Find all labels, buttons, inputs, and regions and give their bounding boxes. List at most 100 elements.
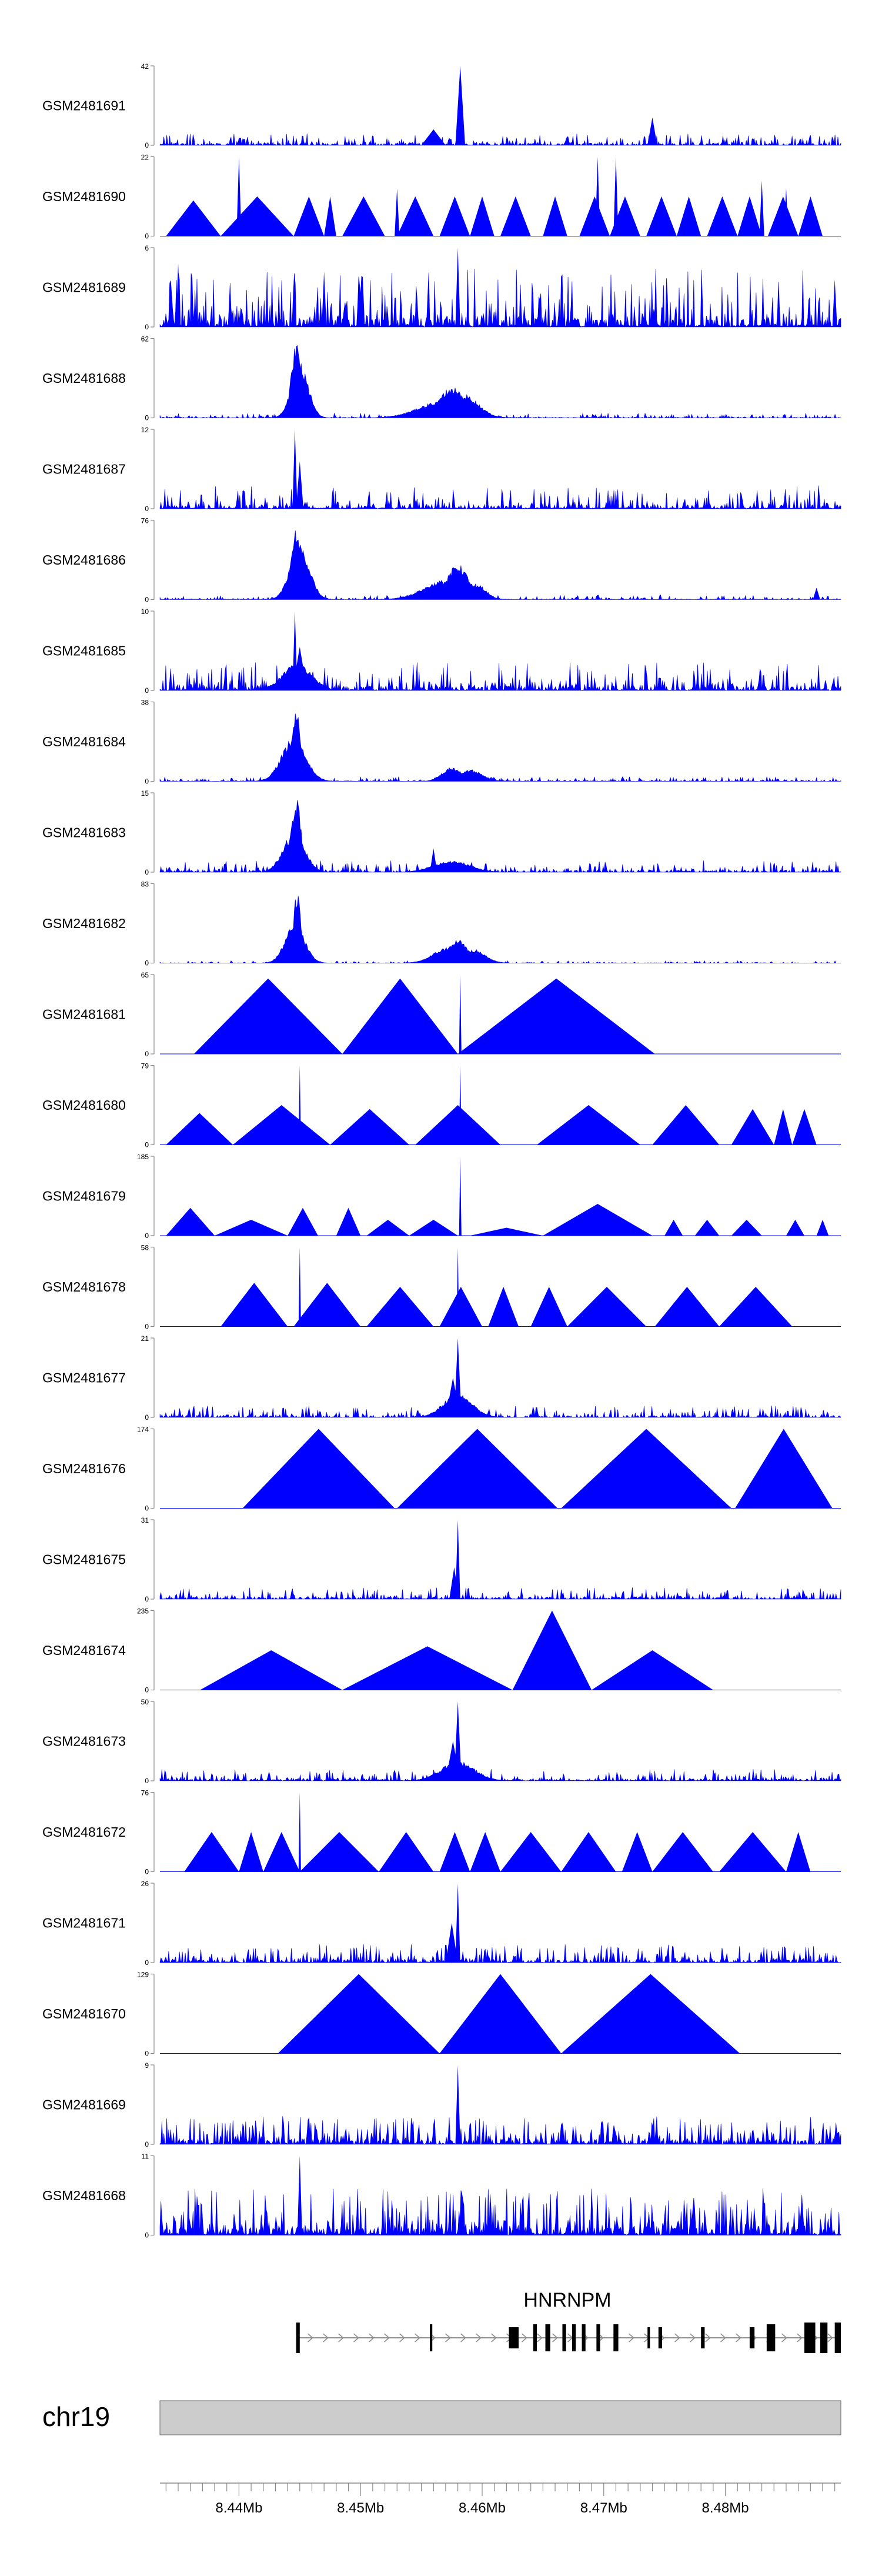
axis-tick-label: 8.44Mb xyxy=(215,2500,262,2516)
coverage-triangle xyxy=(654,1287,720,1327)
genome-axis: chr19 8.44Mb 8.45Mb 8.46Mb 8.47Mb 8.48Mb xyxy=(42,2400,841,2516)
track-ymax-label: 62 xyxy=(141,335,149,343)
signal-spike xyxy=(445,1377,460,1417)
track-ymax-label: 22 xyxy=(141,154,149,162)
coverage-triangle xyxy=(293,196,325,236)
coverage-triangle xyxy=(366,1287,434,1327)
signal-area xyxy=(159,1394,841,1419)
coverage-triangle xyxy=(646,196,677,236)
track-ymax-label: 10 xyxy=(141,608,149,616)
signal-spike xyxy=(296,461,304,509)
strand-arrow xyxy=(537,2333,543,2343)
coverage-triangle xyxy=(409,1220,458,1236)
track-label: GSM2481672 xyxy=(42,1824,126,1840)
strand-arrow xyxy=(369,2333,375,2343)
coverage-triangle xyxy=(324,196,336,236)
coverage-triangle xyxy=(439,1287,482,1327)
gene-exon xyxy=(820,2323,828,2353)
coverage-triangle xyxy=(470,1227,543,1236)
track-GSM2481677: GSM2481677 21 0 xyxy=(42,1334,841,1422)
strand-arrow xyxy=(308,2333,313,2343)
gene-label: HNRNPM xyxy=(523,2289,611,2311)
track-label: GSM2481681 xyxy=(42,1007,126,1022)
signal-spike xyxy=(832,279,837,327)
track-GSM2481689: GSM2481689 6 0 xyxy=(42,244,841,331)
track-label: GSM2481687 xyxy=(42,462,126,477)
track-label: GSM2481680 xyxy=(42,1097,126,1113)
data-tracks: GSM2481691420GSM2481690220GSM248168960GS… xyxy=(42,62,841,2240)
track-ymin-label: 0 xyxy=(145,414,149,422)
coverage-triangle xyxy=(774,1109,793,1145)
signal-spike xyxy=(292,646,308,690)
gene-exon xyxy=(562,2324,566,2351)
gene-exon xyxy=(533,2324,537,2351)
signal-spike xyxy=(297,2155,302,2235)
track-GSM2481691: GSM2481691 42 0 xyxy=(42,62,841,149)
track-ymin-label: 0 xyxy=(145,1958,149,1967)
coverage-triangle xyxy=(220,1283,288,1327)
coverage-triangle xyxy=(512,1610,592,1690)
coverage-triangle xyxy=(263,1832,300,1872)
gene-exon xyxy=(545,2324,550,2351)
track-GSM2481688: GSM2481688 62 0 xyxy=(42,335,841,422)
signal-spike xyxy=(322,271,327,327)
signal-area xyxy=(159,1761,841,1781)
signal-area xyxy=(159,530,841,600)
signal-spike xyxy=(455,1883,460,1963)
track-label: GSM2481677 xyxy=(42,1370,126,1386)
track-label: GSM2481678 xyxy=(42,1279,126,1294)
track-ymax-label: 38 xyxy=(141,699,149,707)
axis-tick-label: 8.45Mb xyxy=(337,2500,384,2516)
coverage-triangle xyxy=(336,1207,361,1236)
coverage-triangle xyxy=(530,1287,567,1327)
coverage-triangle xyxy=(731,1109,774,1145)
track-ymax-label: 15 xyxy=(141,789,149,798)
strand-arrow xyxy=(323,2333,329,2343)
strand-arrow xyxy=(415,2333,420,2343)
track-label: GSM2481671 xyxy=(42,1916,126,1931)
track-GSM2481668: GSM2481668 11 0 xyxy=(42,2153,841,2240)
track-GSM2481685: GSM2481685 10 0 xyxy=(42,608,841,695)
track-GSM2481673: GSM2481673 50 0 xyxy=(42,1698,841,1785)
signal-area xyxy=(159,268,841,328)
track-label: GSM2481691 xyxy=(42,98,126,114)
track-ymin-label: 0 xyxy=(145,1323,149,1331)
coverage-triangle xyxy=(567,1287,647,1327)
track-ymin-label: 0 xyxy=(145,1595,149,1603)
coverage-triangle xyxy=(561,1974,740,2054)
coverage-triangle xyxy=(342,978,458,1054)
coverage-triangle xyxy=(470,1832,500,1872)
coverage-triangle xyxy=(457,978,655,1054)
coverage-triangle xyxy=(622,1832,653,1872)
coverage-triangle xyxy=(676,196,701,236)
coverage-triangle xyxy=(166,200,221,236)
coverage-triangle xyxy=(439,196,470,236)
coverage-triangle xyxy=(193,978,343,1054)
track-ymax-label: 50 xyxy=(141,1698,149,1706)
track-label: GSM2481670 xyxy=(42,2006,126,2021)
gene-exon xyxy=(509,2327,519,2348)
coverage-triangle xyxy=(731,1220,762,1236)
signal-area xyxy=(159,713,841,782)
signal-area xyxy=(159,134,841,146)
signal-spike xyxy=(455,2065,460,2144)
track-ymin-label: 0 xyxy=(145,1141,149,1149)
track-GSM2481674: GSM2481674 235 0 xyxy=(42,1607,841,1694)
gene-exon xyxy=(430,2324,433,2351)
signal-spike xyxy=(298,1247,301,1327)
coverage-triangle xyxy=(242,1429,395,1509)
track-label: GSM2481669 xyxy=(42,2097,126,2113)
coverage-triangle xyxy=(500,1832,562,1872)
track-ymax-label: 21 xyxy=(141,1334,149,1343)
coverage-triangle xyxy=(652,1832,713,1872)
signal-spike xyxy=(459,975,462,1054)
strand-arrow xyxy=(674,2333,680,2343)
coverage-triangle xyxy=(397,1429,558,1509)
coverage-triangle xyxy=(719,1832,786,1872)
gene-exon xyxy=(647,2327,650,2348)
chromosome-label: chr19 xyxy=(42,2401,110,2432)
signal-spike xyxy=(613,156,619,236)
strand-arrow xyxy=(476,2333,482,2343)
track-ymax-label: 129 xyxy=(137,1971,149,1979)
